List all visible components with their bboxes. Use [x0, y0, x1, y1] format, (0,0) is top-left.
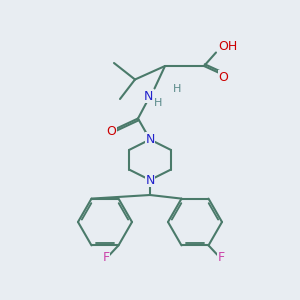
Text: N: N [144, 89, 153, 103]
Text: H: H [173, 83, 181, 94]
Text: F: F [218, 251, 225, 265]
Text: H: H [154, 98, 163, 108]
Text: O: O [219, 71, 228, 84]
Text: F: F [102, 251, 110, 265]
Text: OH: OH [218, 40, 238, 53]
Text: N: N [145, 133, 155, 146]
Text: O: O [106, 125, 116, 138]
Text: N: N [145, 173, 155, 187]
